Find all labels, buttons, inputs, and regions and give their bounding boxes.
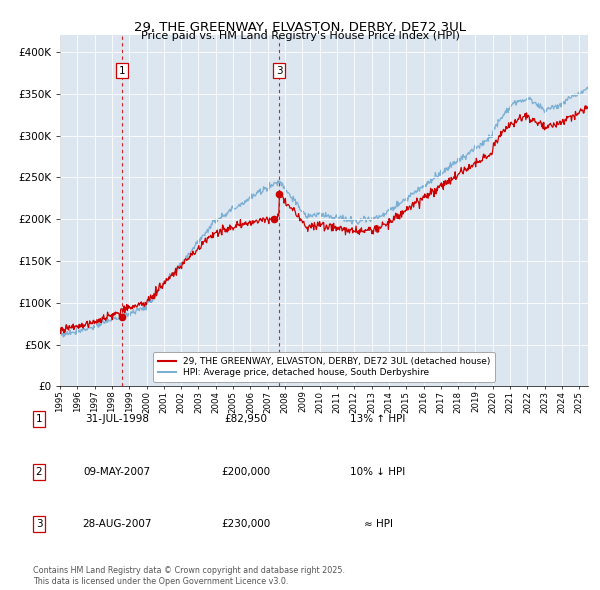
Text: 3: 3	[35, 519, 43, 529]
Text: 29, THE GREENWAY, ELVASTON, DERBY, DE72 3UL: 29, THE GREENWAY, ELVASTON, DERBY, DE72 …	[134, 21, 466, 34]
Text: £82,950: £82,950	[224, 414, 268, 424]
Text: 28-AUG-2007: 28-AUG-2007	[82, 519, 152, 529]
Text: 2: 2	[35, 467, 43, 477]
Text: Contains HM Land Registry data © Crown copyright and database right 2025.
This d: Contains HM Land Registry data © Crown c…	[33, 566, 345, 586]
Text: 1: 1	[35, 414, 43, 424]
Text: 31-JUL-1998: 31-JUL-1998	[85, 414, 149, 424]
Text: 09-MAY-2007: 09-MAY-2007	[83, 467, 151, 477]
Text: 10% ↓ HPI: 10% ↓ HPI	[350, 467, 406, 477]
Text: 13% ↑ HPI: 13% ↑ HPI	[350, 414, 406, 424]
Legend: 29, THE GREENWAY, ELVASTON, DERBY, DE72 3UL (detached house), HPI: Average price: 29, THE GREENWAY, ELVASTON, DERBY, DE72 …	[153, 352, 495, 382]
Text: 1: 1	[119, 65, 125, 76]
Text: Price paid vs. HM Land Registry's House Price Index (HPI): Price paid vs. HM Land Registry's House …	[140, 31, 460, 41]
Text: £230,000: £230,000	[221, 519, 271, 529]
Text: ≈ HPI: ≈ HPI	[364, 519, 392, 529]
Text: £200,000: £200,000	[221, 467, 271, 477]
Text: 3: 3	[276, 65, 283, 76]
